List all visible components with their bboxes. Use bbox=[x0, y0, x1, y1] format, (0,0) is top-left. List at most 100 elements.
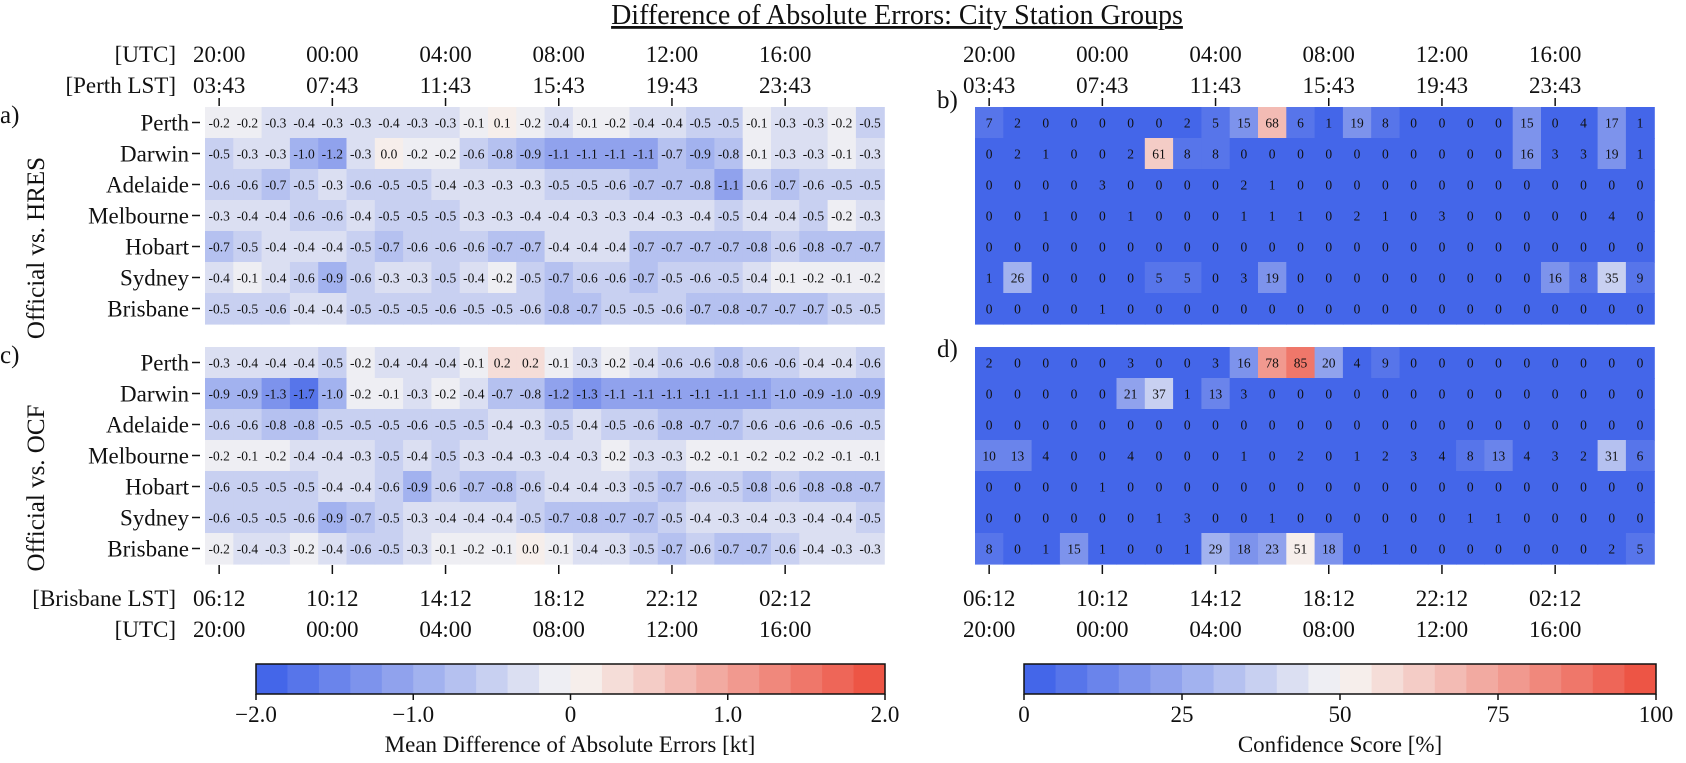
heatmap-cell bbox=[1569, 169, 1599, 201]
cell-value-label: -0.3 bbox=[208, 356, 230, 371]
cell-value-label: 0 bbox=[1184, 418, 1191, 433]
cell-value-label: 0 bbox=[1439, 240, 1446, 255]
cell-value-label: 0 bbox=[1156, 302, 1163, 317]
heatmap-cell bbox=[1314, 138, 1344, 170]
cell-value-label: -1.1 bbox=[605, 147, 626, 162]
heatmap-cell bbox=[1625, 138, 1655, 170]
cell-value-label: -0.6 bbox=[322, 209, 344, 224]
cell-value-label: -0.6 bbox=[774, 542, 796, 557]
heatmap-cell bbox=[657, 533, 687, 565]
heatmap-cell bbox=[1597, 138, 1627, 170]
cell-value-label: 0 bbox=[1608, 387, 1615, 402]
cell-value-label: -0.7 bbox=[633, 511, 655, 526]
cell-value-label: -0.5 bbox=[831, 302, 853, 317]
cell-value-label: -0.5 bbox=[265, 480, 287, 495]
cell-value-label: -0.3 bbox=[350, 116, 372, 131]
heatmap-cell bbox=[1427, 440, 1457, 472]
heatmap-cell bbox=[374, 471, 404, 503]
heatmap-cell bbox=[629, 169, 659, 201]
cell-value-label: -0.4 bbox=[803, 511, 825, 526]
colorbar-swatch bbox=[633, 664, 666, 694]
heatmap-cell bbox=[771, 471, 800, 503]
cell-value-label: -0.4 bbox=[322, 449, 344, 464]
heatmap-cell bbox=[1541, 262, 1570, 294]
cell-value-label: 10 bbox=[982, 449, 996, 464]
heatmap-cell bbox=[1371, 169, 1401, 201]
heatmap-cell bbox=[1258, 293, 1287, 325]
heatmap-cell bbox=[1201, 440, 1231, 472]
heatmap-cell bbox=[318, 107, 348, 139]
heatmap-cell bbox=[629, 409, 659, 441]
heatmap-cell bbox=[1088, 262, 1118, 294]
cell-value-label: 0 bbox=[1325, 209, 1332, 224]
heatmap-cell bbox=[1144, 440, 1174, 472]
cell-value-label: 0 bbox=[1184, 449, 1191, 464]
cell-value-label: 0 bbox=[1523, 240, 1530, 255]
cell-value-label: 0 bbox=[1467, 116, 1474, 131]
heatmap-cell bbox=[1258, 262, 1287, 294]
heatmap-cell bbox=[1427, 347, 1457, 379]
cell-value-label: 0 bbox=[1269, 418, 1276, 433]
cell-value-label: 0 bbox=[1325, 147, 1332, 162]
cell-value-label: 0 bbox=[1467, 178, 1474, 193]
cell-value-label: -0.5 bbox=[378, 302, 400, 317]
cell-value-label: -0.8 bbox=[491, 480, 513, 495]
heatmap-cell bbox=[1512, 262, 1542, 294]
cell-value-label: 0 bbox=[1071, 387, 1078, 402]
cell-value-label: -0.3 bbox=[831, 542, 853, 557]
row-label: Perth bbox=[140, 111, 189, 136]
cell-value-label: 8 bbox=[1467, 449, 1474, 464]
heatmap-cell bbox=[714, 533, 744, 565]
cell-value-label: -0.8 bbox=[718, 302, 740, 317]
heatmap-cell bbox=[572, 471, 602, 503]
heatmap-cell bbox=[799, 347, 829, 379]
cell-value-label: -0.4 bbox=[293, 356, 315, 371]
heatmap-cell bbox=[516, 409, 546, 441]
cell-value-label: -0.6 bbox=[208, 418, 230, 433]
cell-value-label: -0.4 bbox=[690, 511, 712, 526]
top-utc-tick-label: 08:00 bbox=[1303, 42, 1355, 67]
heatmap-cell bbox=[403, 107, 432, 139]
cell-value-label: -0.3 bbox=[322, 178, 344, 193]
cell-value-label: -0.6 bbox=[435, 240, 457, 255]
heatmap-cell bbox=[1229, 107, 1259, 139]
cell-value-label: -0.2 bbox=[208, 449, 229, 464]
cell-value-label: 0 bbox=[1552, 209, 1559, 224]
cell-value-label: -0.7 bbox=[491, 387, 513, 402]
heatmap-cell bbox=[544, 231, 574, 263]
heatmap-cell bbox=[516, 471, 546, 503]
heatmap-cell bbox=[1286, 169, 1316, 201]
heatmap-cell bbox=[1031, 231, 1061, 263]
cell-value-label: 0 bbox=[1467, 147, 1474, 162]
heatmap-cell bbox=[742, 107, 772, 139]
heatmap-cell bbox=[289, 347, 319, 379]
cell-value-label: -0.1 bbox=[859, 449, 880, 464]
cell-value-label: -0.9 bbox=[237, 387, 259, 402]
cell-value-label: 0 bbox=[1297, 271, 1304, 286]
heatmap-cell bbox=[374, 409, 404, 441]
cell-value-label: -0.3 bbox=[774, 116, 796, 131]
bottom-utc-tick-label: 00:00 bbox=[1076, 617, 1128, 642]
heatmap-cell bbox=[1371, 200, 1401, 232]
heatmap-cell bbox=[233, 440, 263, 472]
heatmap-cell bbox=[318, 409, 348, 441]
cell-value-label: -0.7 bbox=[718, 418, 740, 433]
cell-value-label: -0.4 bbox=[520, 209, 542, 224]
heatmap-cell bbox=[516, 231, 546, 263]
heatmap-cell bbox=[1541, 502, 1570, 534]
cell-value-label: 0 bbox=[1099, 116, 1106, 131]
heatmap-cell bbox=[1031, 533, 1061, 565]
cell-value-label: 2 bbox=[1608, 542, 1615, 557]
cell-value-label: 0 bbox=[1523, 511, 1530, 526]
colorbar-swatch bbox=[1434, 664, 1467, 694]
heatmap-cell bbox=[686, 440, 715, 472]
cell-value-label: -0.4 bbox=[491, 418, 513, 433]
heatmap-cell bbox=[855, 231, 885, 263]
heatmap-cell bbox=[1003, 138, 1033, 170]
bottom-utc-tick-label: 20:00 bbox=[193, 617, 245, 642]
heatmap-cell bbox=[601, 409, 631, 441]
cell-value-label: 0 bbox=[1552, 178, 1559, 193]
heatmap-cell bbox=[827, 200, 857, 232]
heatmap-cell bbox=[205, 471, 234, 503]
heatmap-cell bbox=[1342, 138, 1372, 170]
